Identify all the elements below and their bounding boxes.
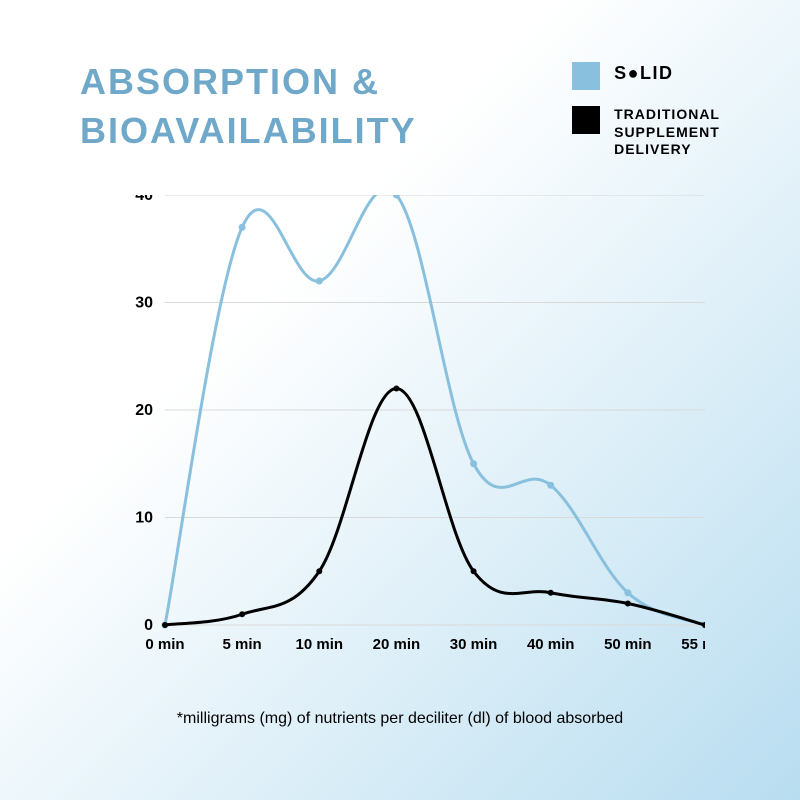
chart-svg: 0 10 20 30 40 0 min 5 min 10 min 20 min 30 min 40 …: [95, 195, 705, 670]
svg-text:20: 20: [135, 402, 153, 419]
absorption-chart: 0 10 20 30 40 0 min 5 min 10 min 20 min 30 min 40 …: [95, 195, 705, 670]
legend: S●LID TRADITIONAL SUPPLEMENT DELIVERY: [572, 62, 720, 159]
legend-swatch-solid: [572, 62, 600, 90]
header: ABSORPTION & BIOAVAILABILITY S●LID TRADI…: [80, 58, 720, 159]
title-line-2: BIOAVAILABILITY: [80, 107, 417, 156]
svg-text:10 min: 10 min: [296, 636, 344, 653]
legend-swatch-traditional: [572, 106, 600, 134]
footnote: *milligrams (mg) of nutrients per decili…: [0, 710, 800, 728]
legend-item-traditional: TRADITIONAL SUPPLEMENT DELIVERY: [572, 106, 720, 159]
svg-text:20 min: 20 min: [373, 636, 421, 653]
svg-text:0 min: 0 min: [145, 636, 184, 653]
svg-text:55 min: 55 min: [681, 636, 705, 653]
svg-text:40: 40: [135, 195, 153, 204]
svg-text:30: 30: [135, 295, 153, 312]
svg-text:30 min: 30 min: [450, 636, 498, 653]
legend-label-solid: S●LID: [614, 62, 673, 85]
page-title: ABSORPTION & BIOAVAILABILITY: [80, 58, 417, 155]
svg-text:50 min: 50 min: [604, 636, 652, 653]
svg-text:5 min: 5 min: [223, 636, 262, 653]
title-line-1: ABSORPTION &: [80, 58, 417, 107]
svg-text:0: 0: [144, 617, 153, 634]
svg-text:40 min: 40 min: [527, 636, 575, 653]
legend-label-traditional: TRADITIONAL SUPPLEMENT DELIVERY: [614, 106, 720, 159]
legend-item-solid: S●LID: [572, 62, 720, 90]
svg-text:10: 10: [135, 510, 153, 527]
